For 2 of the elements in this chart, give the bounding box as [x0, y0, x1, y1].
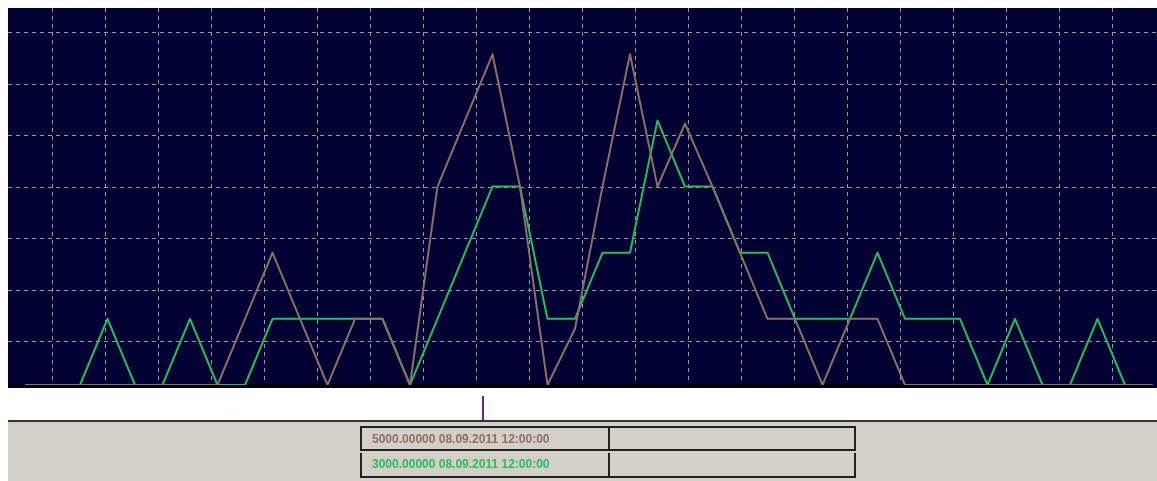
text: 5000.00000 08.09.2011 12:00:00	[360, 426, 610, 451]
text: 3000.00000 08.09.2011 12:00:00	[360, 453, 610, 478]
